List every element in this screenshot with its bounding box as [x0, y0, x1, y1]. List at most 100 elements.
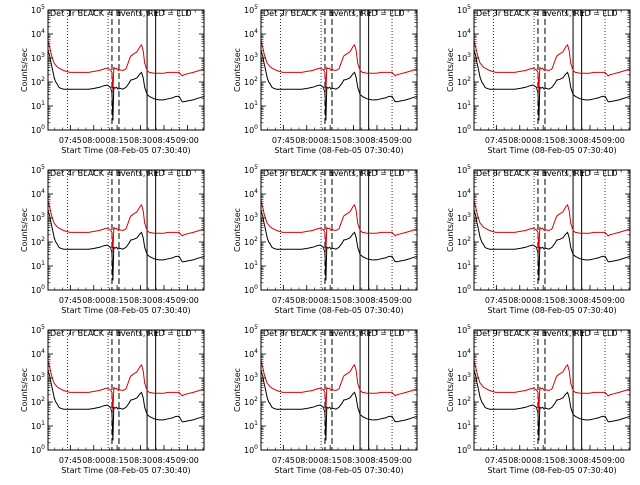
x-tick-label: 08:45 — [578, 136, 601, 145]
y-tick-label-base: 10 — [244, 54, 254, 63]
y-tick-label-exponent: 3 — [254, 372, 258, 379]
y-tick-label: 102 — [457, 236, 471, 247]
y-tick-label: 103 — [244, 372, 258, 383]
axes-frame — [47, 169, 205, 291]
x-tick-label: 08:15 — [319, 136, 342, 145]
x-tick-label: 08:00 — [82, 136, 105, 145]
y-tick-label: 104 — [31, 188, 45, 199]
x-tick-label: 08:00 — [82, 456, 105, 465]
x-tick-label: 08:00 — [82, 296, 105, 305]
y-axis-label: Counts/sec — [446, 368, 455, 412]
x-tick-label: 08:45 — [152, 136, 175, 145]
panel-det-7: Det 7r BLACK = Events, RED = LLD10010110… — [20, 324, 205, 475]
axes-frame — [260, 329, 418, 451]
series-events-line — [261, 50, 417, 121]
marker-flag — [117, 171, 122, 176]
y-tick-label-base: 10 — [457, 190, 467, 199]
series-lld-line — [474, 361, 630, 412]
y-tick-label-exponent: 1 — [254, 420, 258, 427]
panel-title: Det 8r BLACK = Events, RED = LLD — [263, 329, 405, 338]
y-tick-label-exponent: 3 — [41, 372, 45, 379]
y-tick-label: 101 — [457, 100, 471, 111]
x-axis-label: Start Time (08-Feb-05 07:30:40) — [487, 306, 616, 315]
x-tick-label: 08:00 — [295, 456, 318, 465]
axes-frame — [47, 329, 205, 451]
x-axis-label: Start Time (08-Feb-05 07:30:40) — [61, 466, 190, 475]
y-tick-label-exponent: 4 — [254, 188, 258, 195]
y-tick-label-exponent: 1 — [254, 100, 258, 107]
y-tick-label-base: 10 — [31, 6, 41, 15]
y-tick-label: 105 — [244, 324, 258, 335]
x-tick-label: 08:15 — [532, 296, 555, 305]
panel-det-8: Det 8r BLACK = Events, RED = LLD10010110… — [233, 324, 418, 475]
x-tick-label: 07:45 — [485, 456, 508, 465]
y-tick-label: 105 — [31, 4, 45, 15]
y-tick-label-exponent: 0 — [467, 284, 471, 291]
y-tick-label-exponent: 0 — [467, 444, 471, 451]
y-tick-label-exponent: 2 — [467, 76, 471, 83]
y-tick-label-exponent: 2 — [254, 76, 258, 83]
marker-flag — [580, 171, 585, 176]
series-events-line — [474, 370, 630, 441]
panel-title: Det 6r BLACK = Events, RED = LLD — [476, 169, 618, 178]
y-tick-label-exponent: 1 — [467, 100, 471, 107]
y-tick-label-exponent: 5 — [254, 324, 258, 331]
y-axis-label: Counts/sec — [233, 48, 242, 92]
y-tick-label: 105 — [31, 164, 45, 175]
x-tick-label: 08:30 — [342, 296, 365, 305]
marker-flag — [367, 11, 372, 16]
y-tick-label-base: 10 — [457, 422, 467, 431]
series-lld-line — [474, 41, 630, 92]
x-tick-label: 07:45 — [485, 136, 508, 145]
x-axis-label: Start Time (08-Feb-05 07:30:40) — [274, 146, 403, 155]
y-tick-label-base: 10 — [244, 422, 254, 431]
marker-flag — [367, 171, 372, 176]
y-tick-label-base: 10 — [457, 286, 467, 295]
x-axis-label: Start Time (08-Feb-05 07:30:40) — [487, 466, 616, 475]
y-tick-label-exponent: 3 — [41, 212, 45, 219]
marker-flag — [330, 11, 335, 16]
y-tick-label: 105 — [244, 4, 258, 15]
y-tick-label: 105 — [457, 164, 471, 175]
x-tick-label: 08:30 — [129, 296, 152, 305]
y-tick-label-base: 10 — [457, 398, 467, 407]
y-tick-label-base: 10 — [244, 262, 254, 271]
series-events-line — [48, 370, 204, 441]
x-tick-label: 08:00 — [508, 456, 531, 465]
y-tick-label-base: 10 — [244, 78, 254, 87]
y-tick-label: 101 — [31, 260, 45, 271]
y-tick-label-exponent: 5 — [254, 164, 258, 171]
x-tick-label: 09:00 — [389, 296, 412, 305]
x-tick-label: 07:45 — [272, 296, 295, 305]
y-tick-label-base: 10 — [457, 262, 467, 271]
y-tick-label: 100 — [31, 284, 45, 295]
x-axis-label: Start Time (08-Feb-05 07:30:40) — [487, 146, 616, 155]
y-tick-label: 104 — [457, 188, 471, 199]
x-tick-label: 08:15 — [106, 136, 129, 145]
y-tick-label-exponent: 1 — [41, 100, 45, 107]
x-tick-label: 07:45 — [272, 136, 295, 145]
y-tick-label-exponent: 0 — [41, 444, 45, 451]
y-tick-label: 105 — [244, 164, 258, 175]
x-tick-label: 08:00 — [295, 296, 318, 305]
y-tick-label-exponent: 3 — [254, 212, 258, 219]
y-tick-label: 104 — [244, 188, 258, 199]
y-tick-label: 101 — [31, 420, 45, 431]
marker-flag — [543, 171, 548, 176]
y-tick-label: 103 — [31, 372, 45, 383]
y-tick-label-exponent: 0 — [41, 124, 45, 131]
x-tick-label: 08:30 — [555, 296, 578, 305]
y-tick-label-exponent: 4 — [254, 28, 258, 35]
y-tick-label: 102 — [457, 76, 471, 87]
y-axis-label: Counts/sec — [20, 48, 29, 92]
y-tick-label-base: 10 — [31, 166, 41, 175]
y-tick-label-exponent: 1 — [41, 420, 45, 427]
marker-flag — [580, 11, 585, 16]
y-tick-label-base: 10 — [31, 190, 41, 199]
y-axis-label: Counts/sec — [20, 368, 29, 412]
y-tick-label-exponent: 0 — [254, 124, 258, 131]
y-tick-label-base: 10 — [31, 350, 41, 359]
marker-flag — [154, 11, 159, 16]
y-tick-label-base: 10 — [457, 78, 467, 87]
